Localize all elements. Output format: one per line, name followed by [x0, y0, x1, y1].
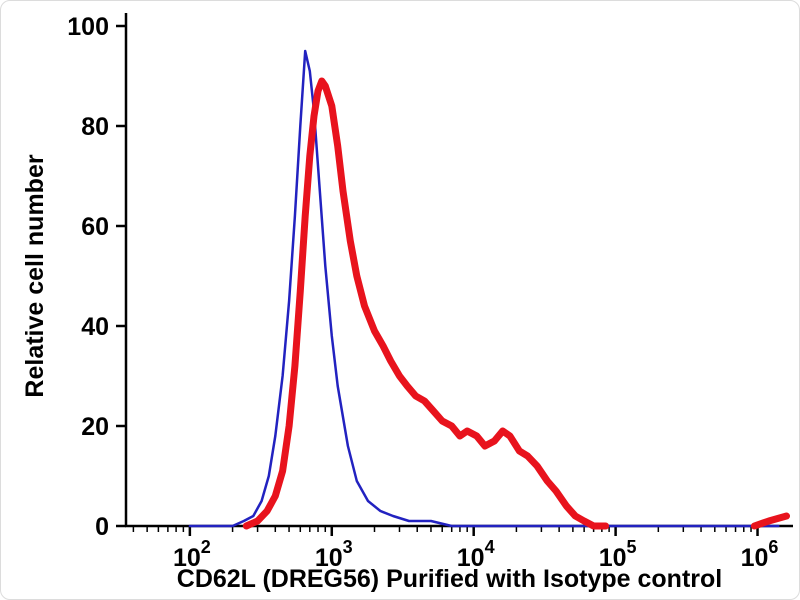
cd62l-dreg56-purified-curve [750, 512, 790, 530]
y-axis-label: Relative cell number [21, 154, 49, 397]
y-tick-label: 20 [81, 413, 109, 441]
x-tick-label: 102 [173, 537, 211, 572]
x-tick-label: 104 [457, 537, 495, 572]
y-tick-label: 0 [95, 513, 109, 541]
x-tick-label: 106 [741, 537, 779, 572]
isotype-control-curve [188, 49, 780, 528]
x-axis-label: CD62L (DREG56) Purified with Isotype con… [177, 565, 722, 593]
y-tick-label: 80 [81, 113, 109, 141]
y-tick-label: 100 [67, 13, 109, 41]
cd62l-dreg56-purified-curve [242, 77, 610, 530]
x-tick-label: 103 [315, 537, 353, 572]
x-tick-label: 105 [599, 537, 637, 572]
y-tick-label: 60 [81, 213, 109, 241]
y-tick-label: 40 [81, 313, 109, 341]
